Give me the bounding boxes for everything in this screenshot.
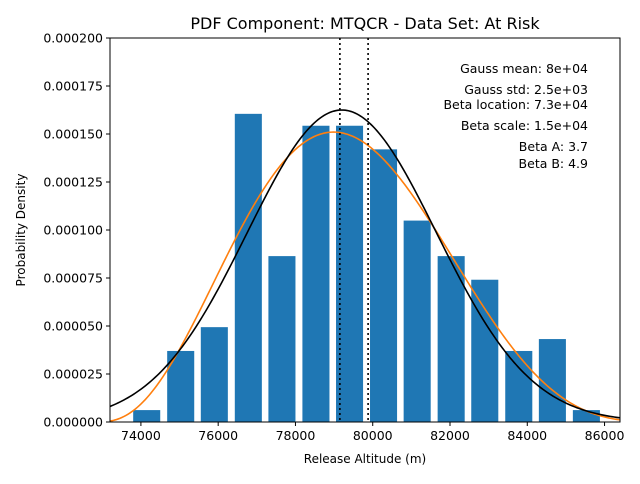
annotation-gauss-mean: Gauss mean: 8e+04 bbox=[460, 61, 588, 76]
chart-title: PDF Component: MTQCR - Data Set: At Risk bbox=[190, 14, 540, 33]
histogram-bar bbox=[370, 149, 398, 423]
x-tick-label: 78000 bbox=[276, 428, 316, 443]
histogram-bar bbox=[505, 350, 533, 422]
gauss-fit-curve bbox=[109, 109, 621, 419]
reference-lines bbox=[339, 38, 369, 422]
y-tick-label: 0.000175 bbox=[43, 79, 103, 94]
histogram-bar bbox=[538, 339, 566, 422]
y-tick-label: 0.000025 bbox=[43, 367, 103, 382]
histogram-bar bbox=[403, 220, 431, 422]
x-tick-label: 76000 bbox=[198, 428, 238, 443]
y-tick-label: 0.000100 bbox=[43, 223, 103, 238]
y-axis-ticks: 0.000000 0.000025 0.000050 0.000075 0.000100… bbox=[43, 31, 110, 430]
x-tick-label: 82000 bbox=[430, 428, 470, 443]
y-axis-label: Probability Density bbox=[14, 174, 28, 287]
x-tick-label: 84000 bbox=[507, 428, 547, 443]
y-tick-label: 0.000125 bbox=[43, 175, 103, 190]
y-tick-label: 0.000000 bbox=[43, 415, 103, 430]
histogram-bar bbox=[268, 256, 296, 422]
histogram-bar bbox=[133, 410, 161, 422]
x-axis-ticks: 74000 76000 78000 80000 82000 84000 86000 bbox=[121, 422, 624, 443]
x-tick-label: 86000 bbox=[585, 428, 625, 443]
y-tick-label: 0.000050 bbox=[43, 319, 103, 334]
x-tick-label: 80000 bbox=[353, 428, 393, 443]
y-tick-label: 0.000200 bbox=[43, 31, 103, 46]
histogram-bar bbox=[437, 256, 465, 422]
histogram-bar bbox=[234, 113, 262, 422]
annotation-beta-b: Beta B: 4.9 bbox=[519, 156, 588, 171]
histogram-bar bbox=[471, 279, 499, 422]
annotation-beta-scale: Beta scale: 1.5e+04 bbox=[461, 118, 588, 133]
fit-parameters-box: Gauss mean: 8e+04 Gauss std: 2.5e+03 Bet… bbox=[443, 61, 588, 171]
y-tick-label: 0.000150 bbox=[43, 127, 103, 142]
histogram-bars bbox=[133, 113, 600, 423]
histogram-bar bbox=[302, 125, 330, 423]
annotation-gauss-std: Gauss std: 2.5e+03 bbox=[464, 82, 588, 97]
x-tick-label: 74000 bbox=[121, 428, 161, 443]
annotation-beta-a: Beta A: 3.7 bbox=[519, 139, 588, 154]
beta-fit-curve bbox=[109, 131, 621, 422]
histogram-bar bbox=[200, 327, 228, 422]
y-tick-label: 0.000075 bbox=[43, 271, 103, 286]
annotation-beta-location: Beta location: 7.3e+04 bbox=[443, 97, 588, 112]
x-axis-label: Release Altitude (m) bbox=[304, 452, 426, 466]
histogram-bar bbox=[572, 410, 600, 422]
fit-curves bbox=[109, 109, 621, 422]
